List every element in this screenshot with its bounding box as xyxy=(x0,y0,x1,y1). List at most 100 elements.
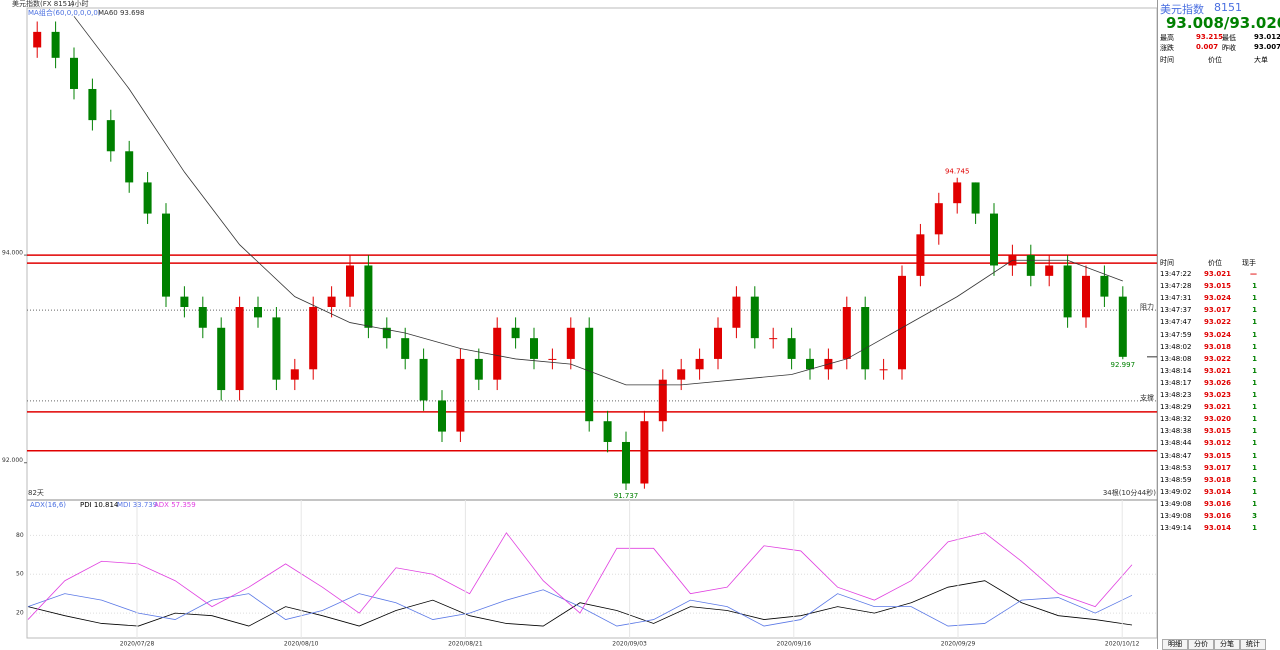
tick-cell: 93.016 xyxy=(1204,499,1232,508)
tick-cell: 1 xyxy=(1252,403,1257,412)
x-tick-label: 2020/09/29 xyxy=(941,641,976,648)
symbol-title: 美元指数(FX 8151) xyxy=(12,0,75,8)
tick-cell: 1 xyxy=(1252,475,1257,484)
tick-cell: 93.015 xyxy=(1204,451,1232,460)
tick-cell: 1 xyxy=(1252,294,1257,303)
column-header: 价位 xyxy=(1208,259,1222,267)
price-annotation: 91.737 xyxy=(614,492,639,500)
y-tick-label: 80 xyxy=(16,532,24,539)
quote-cell: 93.007 xyxy=(1254,43,1280,51)
tick-cell: 93.018 xyxy=(1204,475,1232,484)
ma-line xyxy=(73,16,1123,386)
candle-body xyxy=(898,275,906,370)
candle-body xyxy=(566,327,575,359)
adx-title: ADX(16,6) xyxy=(30,501,66,509)
tick-cell: 1 xyxy=(1252,306,1257,315)
x-tick-label: 2020/10/12 xyxy=(1105,641,1140,648)
candle-body xyxy=(401,338,410,359)
tick-cell: 93.023 xyxy=(1204,391,1232,399)
tick-cell: 13:47:59 xyxy=(1160,330,1192,339)
tick-cell: 13:47:37 xyxy=(1160,306,1192,315)
candle-body xyxy=(235,307,244,391)
tick-cell: 13:47:47 xyxy=(1160,318,1192,327)
candle-body xyxy=(51,31,60,58)
quote-cell: 0.007 xyxy=(1196,43,1219,51)
candle-body xyxy=(622,441,630,484)
candle-body xyxy=(1082,275,1090,318)
indicator-line xyxy=(27,589,1133,627)
tick-cell: 1 xyxy=(1252,354,1257,363)
tick-cell: 93.014 xyxy=(1204,487,1232,496)
candle-body xyxy=(1118,296,1127,357)
ma-label: MA组合(60,0,0,0,0,0) xyxy=(28,8,101,17)
candle-body xyxy=(640,421,649,484)
tab[interactable]: 明细 xyxy=(1162,639,1188,650)
column-header: 现手 xyxy=(1242,259,1256,267)
indicator-line xyxy=(27,532,1133,620)
candle-body xyxy=(695,358,704,370)
y-tick-label: 92.000 xyxy=(2,457,23,464)
candle-body xyxy=(990,213,998,266)
column-header: 时间 xyxy=(1160,56,1174,64)
tick-cell: 3 xyxy=(1252,512,1257,520)
tick-cell: 93.015 xyxy=(1204,427,1232,436)
level-label: 阻力 xyxy=(1140,302,1154,311)
x-tick-label: 2020/07/28 xyxy=(120,641,155,648)
tick-cell: 93.021 xyxy=(1204,270,1232,278)
tick-cell: 1 xyxy=(1252,282,1257,291)
tick-cell: 13:48:17 xyxy=(1160,378,1192,387)
candle-body xyxy=(33,31,42,48)
candle-body xyxy=(70,57,78,89)
tab[interactable]: 统计 xyxy=(1240,639,1266,650)
tick-cell: 93.024 xyxy=(1204,294,1232,303)
candle-body xyxy=(143,182,152,214)
x-tick-label: 2020/08/10 xyxy=(284,641,319,648)
tick-cell: 13:47:28 xyxy=(1160,282,1192,291)
tab[interactable]: 分笔 xyxy=(1214,639,1240,650)
tick-cell: 13:47:22 xyxy=(1160,270,1192,278)
tick-cell: 13:48:08 xyxy=(1160,354,1192,363)
candle-body xyxy=(382,327,391,339)
tick-cell: 1 xyxy=(1252,499,1257,508)
tab[interactable]: 分价 xyxy=(1188,639,1214,650)
span-label: 82天 xyxy=(28,489,44,497)
tick-cell: 1 xyxy=(1252,415,1257,424)
quote-cell: 最低 xyxy=(1222,34,1236,42)
y-tick-label: 50 xyxy=(16,571,24,578)
quote-code: 8151 xyxy=(1214,1,1242,14)
candle-body xyxy=(806,358,814,370)
x-tick-label: 2020/08/21 xyxy=(448,641,483,648)
candle-body xyxy=(916,234,925,276)
candle-body xyxy=(732,296,741,328)
candle-body xyxy=(106,120,115,152)
tick-cell: 93.022 xyxy=(1204,354,1232,363)
tick-cell: 1 xyxy=(1252,318,1257,327)
tick-cell: 1 xyxy=(1252,463,1257,472)
candle-body xyxy=(474,358,483,380)
candle-body xyxy=(842,307,851,359)
y-tick-label: 94.000 xyxy=(2,250,23,257)
period: 4小时 xyxy=(70,0,88,8)
candle-body xyxy=(879,369,888,371)
candle-body xyxy=(254,307,262,318)
candle-body xyxy=(714,327,722,359)
candle-body xyxy=(677,369,686,380)
ma-value: MA60 93.698 xyxy=(98,9,144,17)
tick-cell: 13:48:14 xyxy=(1160,366,1192,375)
tick-cell: 13:49:08 xyxy=(1160,499,1192,508)
candle-body xyxy=(1100,275,1109,297)
quote-cell: 93.012 xyxy=(1254,33,1280,41)
quote-cell: 93.215 xyxy=(1196,33,1224,41)
level-label: 支撑 xyxy=(1140,393,1154,402)
candle-body xyxy=(272,317,281,380)
x-tick-label: 2020/09/03 xyxy=(612,641,647,648)
candle-body xyxy=(419,358,428,401)
tick-cell: 13:49:02 xyxy=(1160,487,1192,496)
background xyxy=(0,0,1157,649)
candle-body xyxy=(971,182,980,214)
quote-panel: 美元指数 8151 93.008/93.020 最高 93.215 最低 93.012… xyxy=(1157,0,1280,650)
price-annotation: 94.745 xyxy=(945,168,970,176)
tick-cell: 93.015 xyxy=(1204,282,1232,291)
candle-body xyxy=(548,358,557,360)
candle-body xyxy=(327,296,336,308)
